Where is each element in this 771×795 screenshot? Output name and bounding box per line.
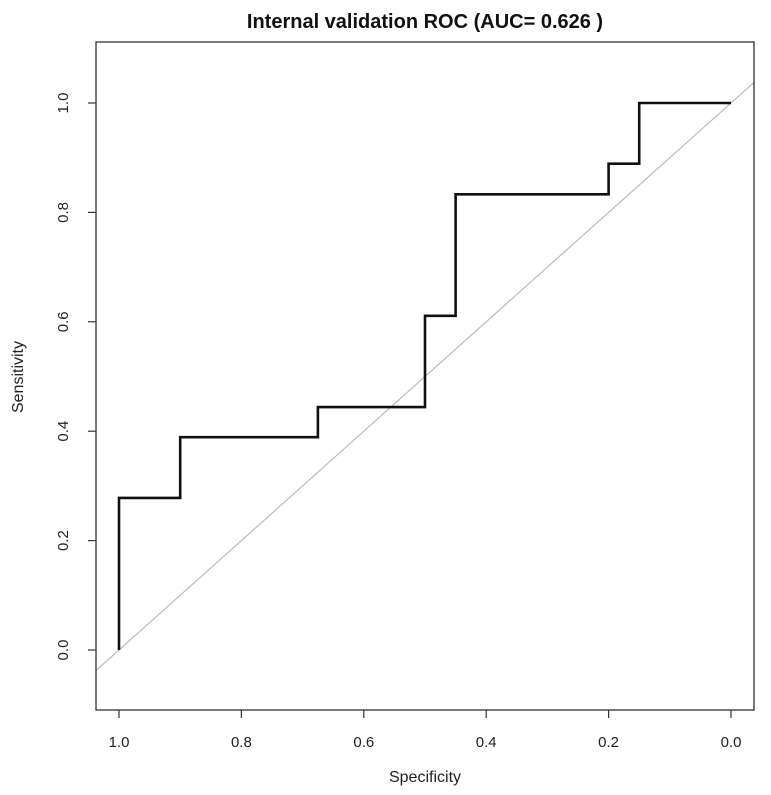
x-tick-label: 0.2 (598, 734, 619, 751)
y-tick-label: 0.0 (55, 640, 72, 661)
x-tick-label: 0.8 (231, 734, 252, 751)
y-tick-label: 1.0 (55, 93, 72, 114)
y-tick-label: 0.2 (55, 530, 72, 551)
y-axis-title: Sensitivity (10, 341, 27, 413)
y-tick-label: 0.4 (55, 421, 72, 442)
x-axis-title: Specificity (389, 769, 461, 786)
x-tick-label: 0.4 (476, 734, 497, 751)
y-tick-label: 0.8 (55, 202, 72, 223)
chart-title: Internal validation ROC (AUC= 0.626 ) (247, 11, 603, 33)
plot-area: 1.0 0.8 0.6 0.4 0.2 0.0 0.0 0.2 0.4 0.6 0.8 1.0 (55, 41, 755, 751)
y-tick-label: 0.6 (55, 311, 72, 332)
reference-diagonal-line (96, 81, 754, 672)
x-tick-label: 0.6 (353, 734, 374, 751)
roc-curve-line (117, 101, 731, 650)
x-tick-label: 0.0 (721, 734, 742, 751)
plot-frame (95, 41, 755, 711)
x-tick-label: 1.0 (109, 734, 130, 751)
